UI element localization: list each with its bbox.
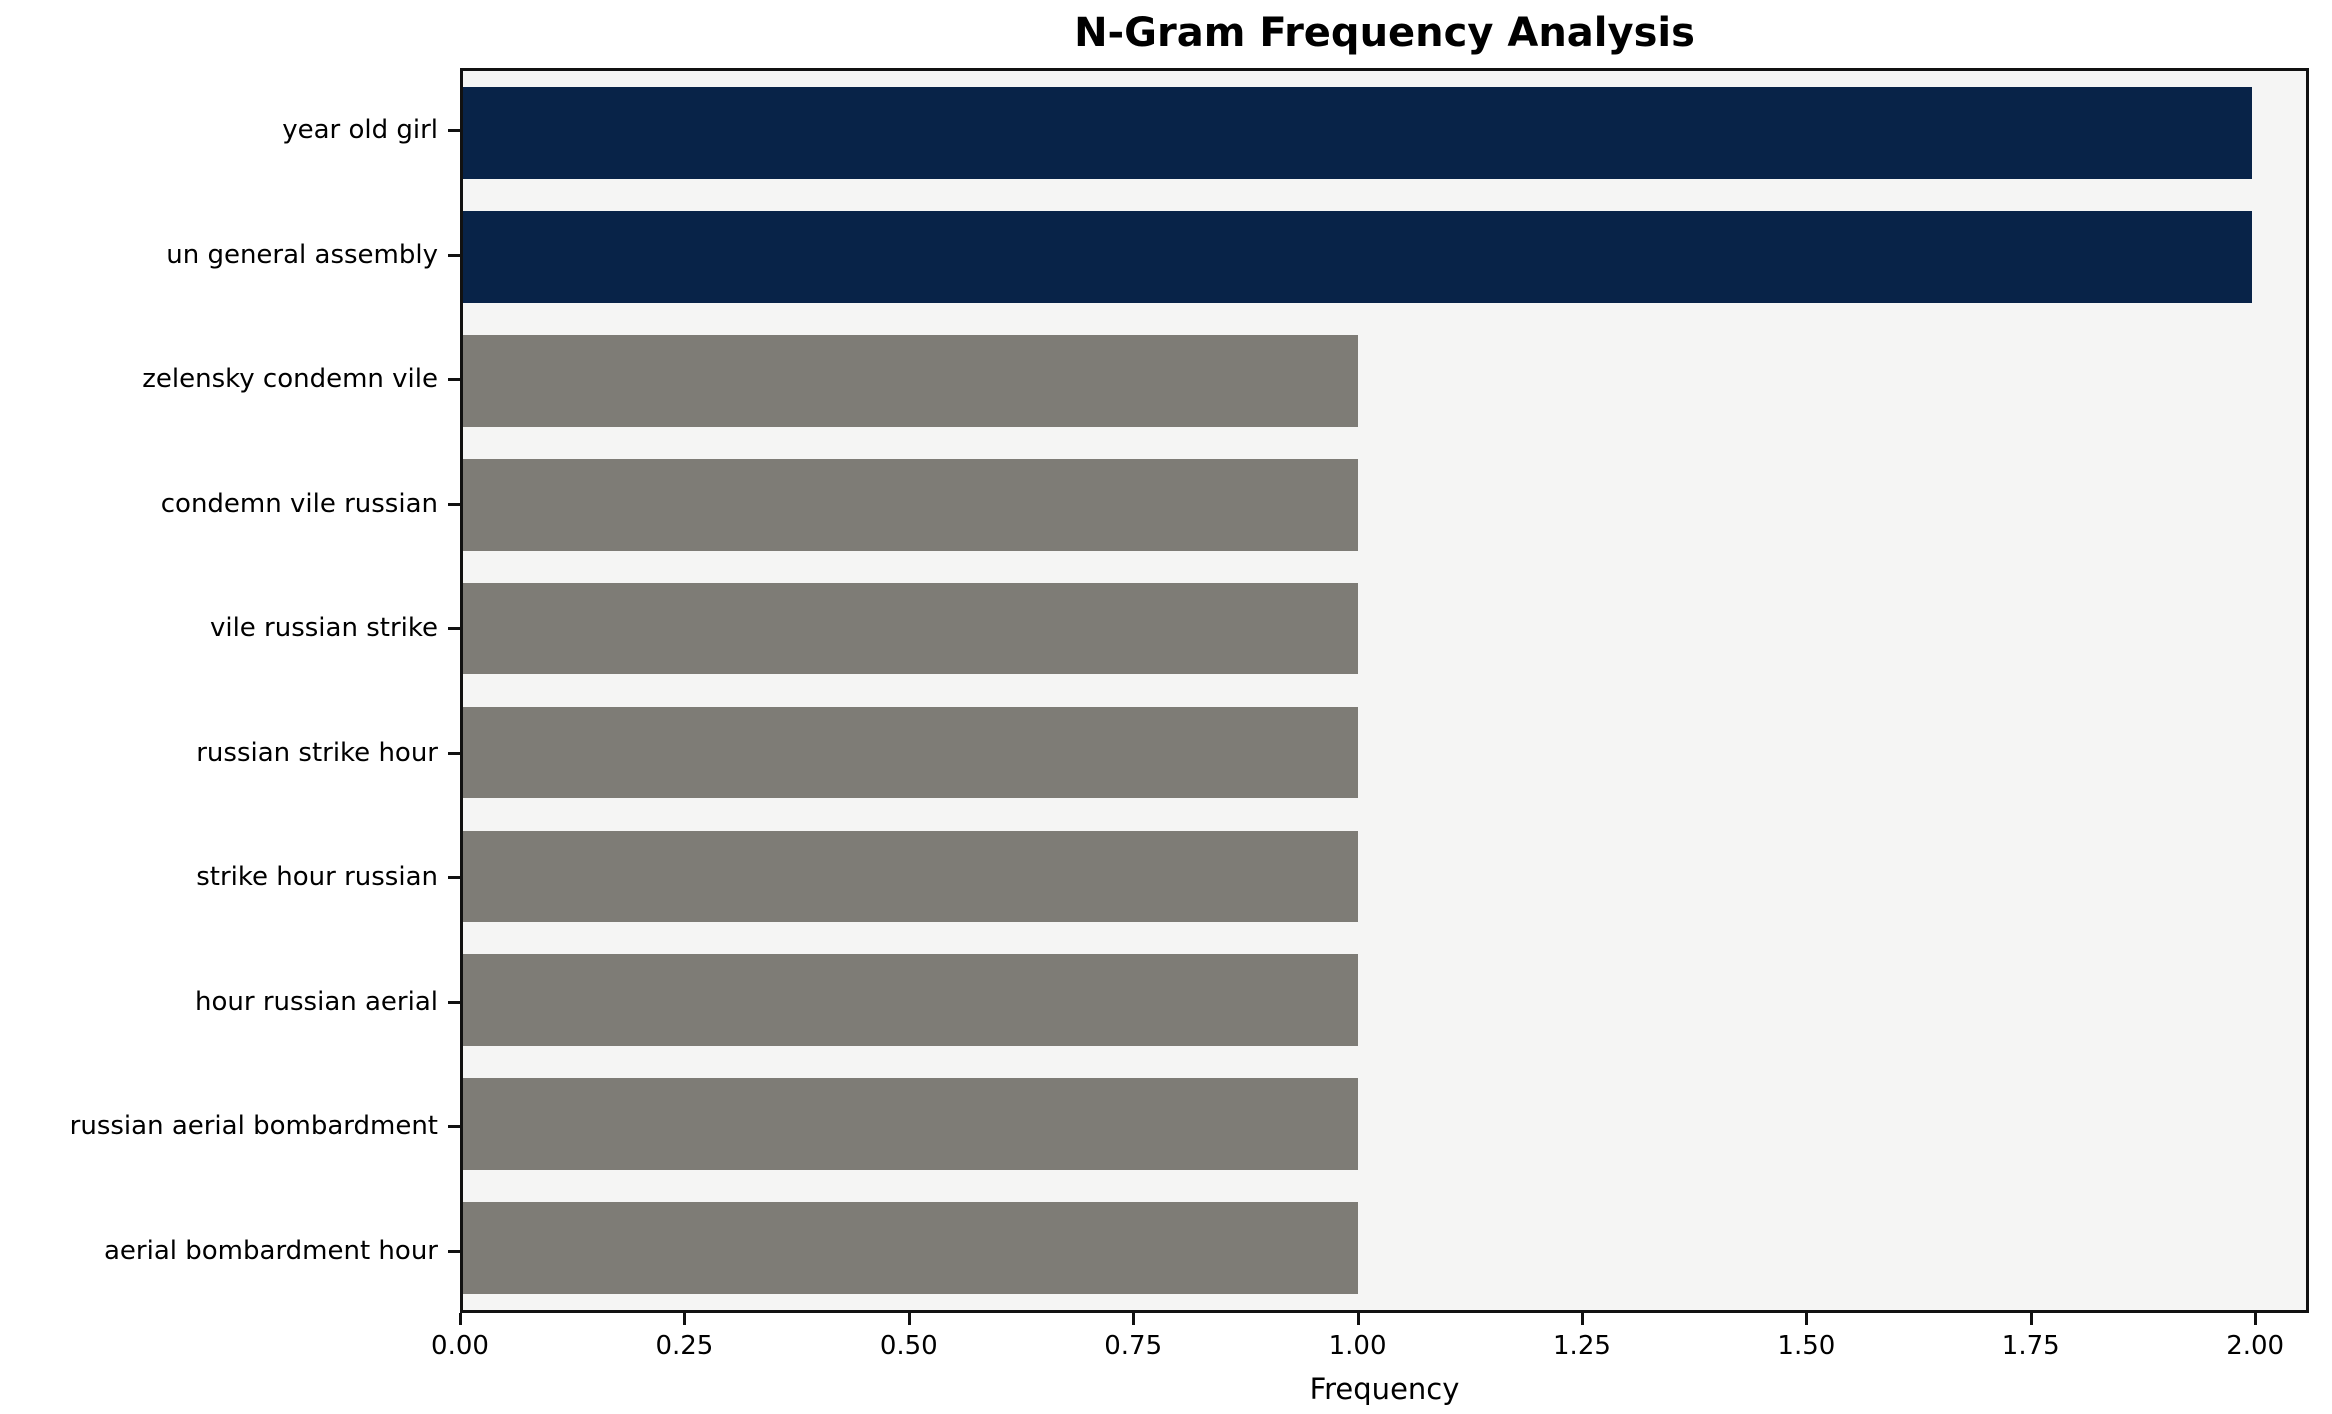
bar-row bbox=[463, 443, 2306, 567]
y-tick-mark bbox=[448, 502, 460, 506]
bar-row bbox=[463, 195, 2306, 319]
y-tick-label: condemn vile russian bbox=[160, 488, 438, 519]
y-tick-row: un general assembly bbox=[0, 193, 460, 318]
y-tick-row: russian strike hour bbox=[0, 691, 460, 816]
bar-row bbox=[463, 1186, 2306, 1310]
x-tick-mark bbox=[1132, 1313, 1136, 1325]
y-tick-mark bbox=[448, 378, 460, 382]
x-tick-label: 0.50 bbox=[879, 1331, 938, 1361]
bar-aerial-bombardment-hour bbox=[463, 1202, 1358, 1294]
x-tick-label: 1.50 bbox=[1777, 1331, 1836, 1361]
bar-zelensky-condemn-vile bbox=[463, 334, 1358, 427]
bar-year-old-girl bbox=[463, 87, 2253, 179]
y-tick-row: aerial bombardment hour bbox=[0, 1189, 460, 1314]
y-tick-label: hour russian aerial bbox=[195, 986, 438, 1017]
y-tick-label: un general assembly bbox=[166, 239, 438, 270]
x-tick-label: 1.25 bbox=[1553, 1331, 1611, 1361]
bar-russian-strike-hour bbox=[463, 706, 1358, 799]
y-tick-mark bbox=[448, 876, 460, 880]
bar-vile-russian-strike bbox=[463, 582, 1358, 675]
x-tick-mark bbox=[1805, 1313, 1809, 1325]
x-tick-mark bbox=[1356, 1313, 1360, 1325]
y-tick-row: zelensky condemn vile bbox=[0, 317, 460, 442]
y-tick-label: zelensky condemn vile bbox=[142, 364, 438, 395]
x-tick-mark bbox=[683, 1313, 687, 1325]
x-axis: 0.00 0.25 0.50 0.75 1.00 1.25 1.50 1.75 2.00 bbox=[431, 1313, 2309, 1373]
y-tick-mark bbox=[448, 129, 460, 133]
x-tick-label: 2.00 bbox=[2226, 1331, 2285, 1361]
y-tick-label: strike hour russian bbox=[196, 862, 438, 893]
x-axis-label: Frequency bbox=[1309, 1372, 1460, 1406]
y-tick-row: condemn vile russian bbox=[0, 442, 460, 567]
bar-row bbox=[463, 938, 2306, 1062]
x-tick-mark bbox=[1580, 1313, 1584, 1325]
chart-title: N-Gram Frequency Analysis bbox=[1074, 10, 1695, 56]
y-tick-row: hour russian aerial bbox=[0, 940, 460, 1065]
bar-row bbox=[463, 1062, 2306, 1186]
bar-row bbox=[463, 814, 2306, 938]
x-tick-label: 0.00 bbox=[431, 1331, 489, 1361]
bar-condemn-vile-russian bbox=[463, 458, 1358, 551]
x-tick-mark bbox=[907, 1313, 911, 1325]
y-tick-label: aerial bombardment hour bbox=[104, 1235, 438, 1266]
bar-row bbox=[463, 71, 2306, 195]
y-tick-mark bbox=[448, 751, 460, 755]
y-tick-label: russian strike hour bbox=[196, 737, 438, 768]
y-tick-label: russian aerial bombardment bbox=[69, 1111, 438, 1142]
bar-row bbox=[463, 319, 2306, 443]
bar-hour-russian-aerial bbox=[463, 954, 1358, 1047]
y-tick-row: vile russian strike bbox=[0, 566, 460, 691]
x-tick-mark bbox=[459, 1313, 462, 1325]
y-tick-label: year old girl bbox=[282, 115, 438, 146]
x-tick-label: 1.00 bbox=[1328, 1331, 1387, 1361]
bar-row bbox=[463, 691, 2306, 815]
x-tick-mark bbox=[2029, 1313, 2033, 1325]
y-tick-mark bbox=[448, 1125, 460, 1129]
y-tick-row: year old girl bbox=[0, 68, 460, 193]
bar-un-general-assembly bbox=[463, 211, 2253, 303]
y-tick-row: strike hour russian bbox=[0, 815, 460, 940]
y-tick-row: russian aerial bombardment bbox=[0, 1064, 460, 1189]
y-tick-mark bbox=[448, 1000, 460, 1004]
y-axis: year old girl un general assembly zelensky… bbox=[0, 68, 460, 1313]
x-tick-label: 0.25 bbox=[655, 1331, 714, 1361]
y-tick-mark bbox=[448, 627, 460, 631]
x-tick-label: 0.75 bbox=[1104, 1331, 1163, 1361]
plot-area bbox=[460, 68, 2309, 1313]
x-tick-label: 1.75 bbox=[2001, 1331, 2060, 1361]
x-tick-mark bbox=[2254, 1313, 2258, 1325]
bar-row bbox=[463, 567, 2306, 691]
y-tick-label: vile russian strike bbox=[209, 613, 438, 644]
bar-strike-hour-russian bbox=[463, 830, 1358, 923]
y-tick-mark bbox=[448, 253, 460, 257]
bar-russian-aerial-bombardment bbox=[463, 1078, 1358, 1171]
y-tick-mark bbox=[448, 1249, 460, 1253]
